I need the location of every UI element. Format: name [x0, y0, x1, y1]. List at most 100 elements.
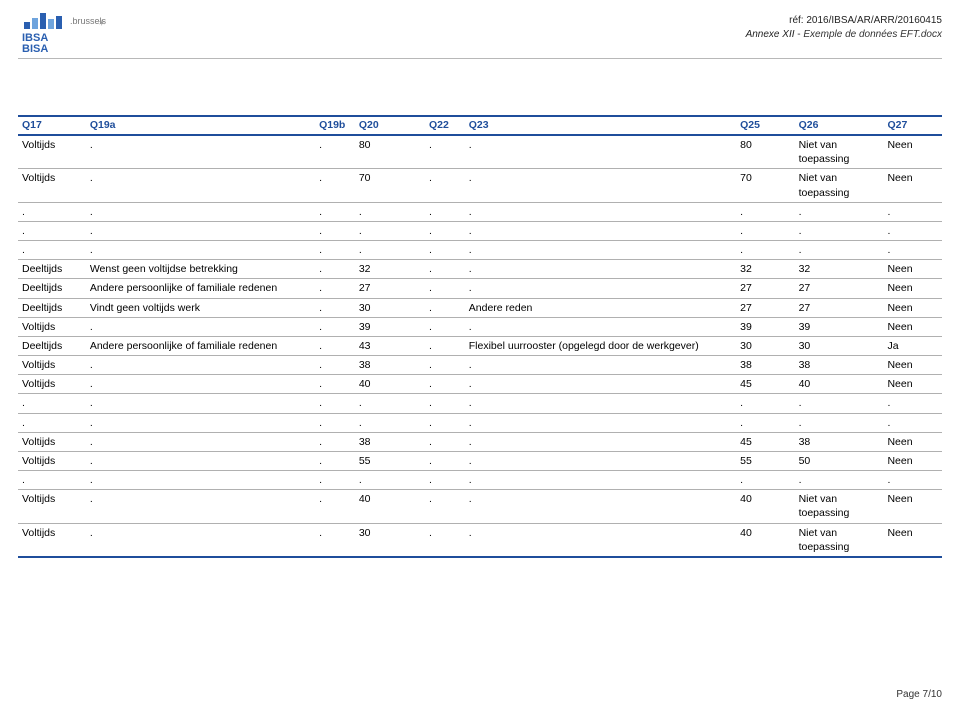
table-cell: 27 [795, 298, 884, 317]
table-cell: 30 [355, 523, 425, 557]
table-cell: . [425, 279, 465, 298]
table-cell: Neen [883, 490, 942, 523]
table-cell: . [86, 135, 315, 169]
table-cell: . [315, 356, 355, 375]
table-cell: . [465, 221, 736, 240]
table-cell: 39 [736, 317, 794, 336]
table-row: DeeltijdsWenst geen voltijdse betrekking… [18, 260, 942, 279]
table-cell: . [315, 279, 355, 298]
table-cell: Deeltijds [18, 336, 86, 355]
table-cell: . [315, 260, 355, 279]
table-cell: . [425, 202, 465, 221]
table-cell: . [86, 451, 315, 470]
table-cell: Neen [883, 432, 942, 451]
table-row: ......... [18, 202, 942, 221]
page-number: Page 7/10 [896, 689, 942, 700]
table-cell: . [425, 490, 465, 523]
table-cell: . [315, 471, 355, 490]
table-cell: 30 [355, 298, 425, 317]
table-cell: . [795, 202, 884, 221]
table-cell: Ja [883, 336, 942, 355]
table-cell: . [315, 202, 355, 221]
table-cell: . [18, 471, 86, 490]
table-cell: 38 [736, 356, 794, 375]
table-cell: Neen [883, 279, 942, 298]
table-cell: Voltijds [18, 135, 86, 169]
table-cell: . [86, 169, 315, 202]
table-cell: Neen [883, 169, 942, 202]
table-cell: . [425, 241, 465, 260]
table-cell: Deeltijds [18, 260, 86, 279]
table-header-row: Q17Q19aQ19bQ20Q22Q23Q25Q26Q27 [18, 116, 942, 135]
table-cell: Voltijds [18, 169, 86, 202]
table-cell: . [425, 356, 465, 375]
table-cell: . [425, 317, 465, 336]
table-cell: Deeltijds [18, 298, 86, 317]
table-cell: . [18, 241, 86, 260]
table-cell: Neen [883, 523, 942, 557]
column-header: Q27 [883, 116, 942, 135]
table-cell: . [86, 317, 315, 336]
reference-line: réf: 2016/IBSA/AR/ARR/20160415 [746, 14, 942, 28]
table-cell: . [883, 413, 942, 432]
table-cell: . [465, 317, 736, 336]
annex-sub: Exemple de données EFT.docx [803, 29, 942, 40]
table-cell: 39 [355, 317, 425, 336]
table-cell: 32 [355, 260, 425, 279]
table-cell: . [315, 451, 355, 470]
table-cell: . [315, 490, 355, 523]
table-cell: . [315, 394, 355, 413]
table-cell: Niet van toepassing [795, 523, 884, 557]
table-cell: . [425, 413, 465, 432]
table-cell: 40 [355, 490, 425, 523]
table-cell: Andere persoonlijke of familiale redenen [86, 336, 315, 355]
svg-text:BISA: BISA [22, 43, 48, 52]
table-cell: Voltijds [18, 451, 86, 470]
table-row: DeeltijdsAndere persoonlijke of familial… [18, 336, 942, 355]
table-cell: . [736, 241, 794, 260]
table-cell: . [795, 221, 884, 240]
table-row: Voltijds..40..40Niet van toepassingNeen [18, 490, 942, 523]
table-cell: . [425, 298, 465, 317]
table-cell: Flexibel uurrooster (opgelegd door de we… [465, 336, 736, 355]
svg-text:✶: ✶ [98, 18, 106, 28]
table-cell: Deeltijds [18, 279, 86, 298]
table-cell: . [18, 202, 86, 221]
table-cell: . [465, 279, 736, 298]
column-header: Q23 [465, 116, 736, 135]
table-cell: 27 [736, 298, 794, 317]
table-cell: . [18, 413, 86, 432]
table-row: Voltijds..30..40Niet van toepassingNeen [18, 523, 942, 557]
table-cell: Neen [883, 317, 942, 336]
data-table-wrap: Q17Q19aQ19bQ20Q22Q23Q25Q26Q27 Voltijds..… [18, 115, 942, 558]
table-row: ......... [18, 413, 942, 432]
table-cell: Vindt geen voltijds werk [86, 298, 315, 317]
table-cell: . [86, 432, 315, 451]
table-cell: 40 [795, 375, 884, 394]
table-cell: . [465, 413, 736, 432]
table-cell: . [465, 394, 736, 413]
table-cell: . [86, 523, 315, 557]
table-cell: . [736, 202, 794, 221]
table-cell: 45 [736, 432, 794, 451]
table-cell: Voltijds [18, 317, 86, 336]
table-cell: . [355, 202, 425, 221]
table-cell: . [425, 451, 465, 470]
ibsa-logo: .brussels IBSA BISA ✶ [18, 12, 128, 57]
table-cell: . [315, 169, 355, 202]
table-cell: . [355, 221, 425, 240]
table-cell: . [883, 241, 942, 260]
column-header: Q17 [18, 116, 86, 135]
table-cell: 27 [795, 279, 884, 298]
table-cell: . [355, 471, 425, 490]
table-row: ......... [18, 221, 942, 240]
table-cell: . [883, 202, 942, 221]
table-cell: 27 [355, 279, 425, 298]
table-cell: . [18, 221, 86, 240]
table-cell: . [86, 221, 315, 240]
table-cell: . [736, 221, 794, 240]
table-cell: . [315, 523, 355, 557]
table-cell: . [736, 471, 794, 490]
table-cell: 30 [736, 336, 794, 355]
table-cell: 40 [736, 490, 794, 523]
